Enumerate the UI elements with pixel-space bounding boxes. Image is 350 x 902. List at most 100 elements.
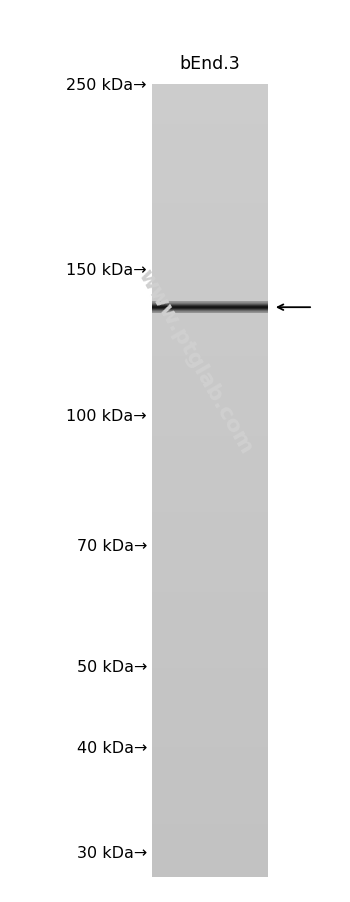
Bar bbox=[152, 156, 268, 159]
Bar bbox=[152, 666, 268, 668]
Bar bbox=[152, 357, 268, 360]
Bar bbox=[152, 159, 268, 161]
Bar bbox=[152, 840, 268, 842]
Bar bbox=[152, 423, 268, 426]
Bar bbox=[152, 771, 268, 774]
Bar bbox=[152, 394, 268, 397]
Bar bbox=[152, 502, 268, 505]
Bar bbox=[152, 793, 268, 796]
Bar bbox=[152, 685, 268, 687]
Bar bbox=[152, 138, 268, 141]
Bar bbox=[152, 463, 268, 465]
Bar bbox=[152, 631, 268, 634]
Bar bbox=[152, 473, 268, 475]
Bar bbox=[152, 444, 268, 446]
Bar bbox=[152, 589, 268, 592]
Bar bbox=[152, 127, 268, 130]
Bar bbox=[152, 544, 268, 547]
Bar bbox=[152, 252, 268, 253]
Bar bbox=[152, 296, 268, 299]
Bar bbox=[152, 362, 268, 364]
Bar bbox=[152, 256, 268, 259]
Bar bbox=[152, 870, 268, 871]
Bar bbox=[152, 748, 268, 750]
Bar bbox=[152, 716, 268, 719]
Bar bbox=[152, 652, 268, 655]
Bar bbox=[152, 327, 268, 330]
Bar bbox=[152, 407, 268, 410]
Bar bbox=[152, 603, 268, 605]
Bar bbox=[152, 426, 268, 428]
Bar bbox=[152, 871, 268, 874]
Bar bbox=[152, 695, 268, 697]
Bar bbox=[152, 874, 268, 877]
Bar bbox=[152, 198, 268, 201]
Bar bbox=[152, 660, 268, 663]
Bar bbox=[152, 475, 268, 478]
Bar bbox=[152, 436, 268, 438]
Bar bbox=[152, 87, 268, 90]
Bar bbox=[152, 515, 268, 518]
Bar bbox=[152, 837, 268, 840]
Bar bbox=[152, 756, 268, 759]
Bar bbox=[152, 600, 268, 603]
Bar bbox=[152, 309, 268, 312]
Text: www.ptglab.com: www.ptglab.com bbox=[134, 265, 256, 456]
Bar bbox=[152, 642, 268, 645]
Bar bbox=[152, 761, 268, 763]
Bar bbox=[152, 185, 268, 188]
Bar bbox=[152, 241, 268, 244]
Bar bbox=[152, 478, 268, 481]
Bar bbox=[152, 539, 268, 542]
Bar bbox=[152, 737, 268, 740]
Bar bbox=[152, 153, 268, 156]
Bar bbox=[152, 286, 268, 289]
Text: 150 kDa→: 150 kDa→ bbox=[66, 262, 147, 277]
Bar bbox=[152, 531, 268, 534]
Bar bbox=[152, 148, 268, 151]
Bar bbox=[152, 315, 268, 318]
Bar bbox=[152, 262, 268, 264]
Bar bbox=[152, 352, 268, 354]
Text: 40 kDa→: 40 kDa→ bbox=[77, 741, 147, 756]
Text: 50 kDa→: 50 kDa→ bbox=[77, 659, 147, 675]
Bar bbox=[152, 861, 268, 864]
Bar bbox=[152, 455, 268, 457]
Bar bbox=[152, 264, 268, 267]
Bar bbox=[152, 383, 268, 386]
Bar bbox=[152, 584, 268, 586]
Bar bbox=[152, 732, 268, 734]
Bar bbox=[152, 391, 268, 394]
Bar bbox=[152, 782, 268, 785]
Bar bbox=[152, 354, 268, 357]
Bar bbox=[152, 207, 268, 209]
Bar bbox=[152, 682, 268, 685]
Bar bbox=[152, 143, 268, 145]
Bar bbox=[152, 492, 268, 494]
Bar bbox=[152, 867, 268, 870]
Bar bbox=[152, 763, 268, 766]
Bar bbox=[152, 797, 268, 800]
Bar bbox=[152, 481, 268, 483]
Bar bbox=[152, 518, 268, 520]
Bar bbox=[152, 373, 268, 375]
Bar bbox=[152, 204, 268, 207]
Bar bbox=[152, 650, 268, 652]
Bar bbox=[152, 592, 268, 594]
Bar bbox=[152, 431, 268, 434]
Bar bbox=[152, 101, 268, 104]
Bar bbox=[152, 512, 268, 515]
Bar bbox=[152, 740, 268, 742]
Bar bbox=[152, 856, 268, 859]
Bar bbox=[152, 645, 268, 648]
Bar bbox=[152, 341, 268, 344]
Bar bbox=[152, 122, 268, 124]
Bar bbox=[152, 336, 268, 338]
Bar bbox=[152, 724, 268, 726]
Bar bbox=[152, 759, 268, 761]
Bar bbox=[152, 549, 268, 552]
Bar bbox=[152, 318, 268, 320]
Bar bbox=[152, 227, 268, 230]
Bar bbox=[152, 446, 268, 449]
Bar bbox=[152, 346, 268, 349]
